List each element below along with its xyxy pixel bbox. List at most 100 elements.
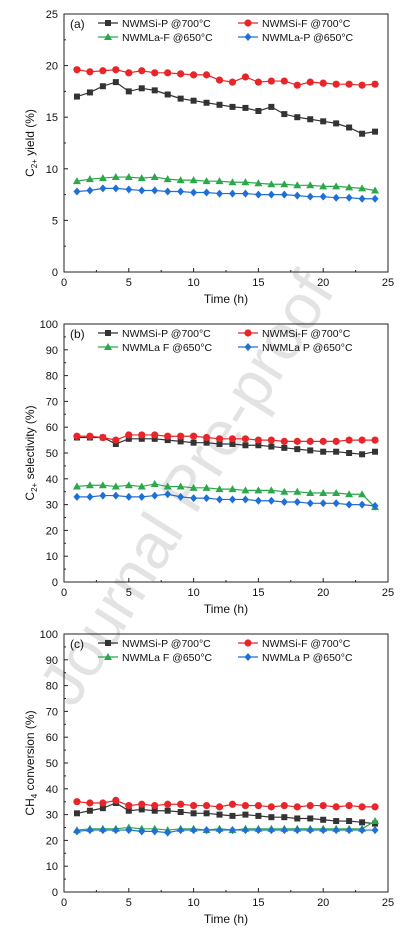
x-tick-label: 0: [61, 897, 67, 909]
x-tick-label: 15: [252, 587, 264, 599]
data-point: [281, 111, 288, 118]
data-point: [293, 81, 301, 89]
data-point: [164, 828, 172, 837]
data-point: [228, 826, 236, 835]
y-axis-label-main: CH: [23, 798, 37, 815]
data-point: [112, 826, 120, 835]
data-point: [306, 826, 314, 835]
data-point: [138, 435, 145, 442]
x-tick-label: 20: [317, 587, 329, 599]
data-point: [86, 432, 94, 440]
legend-swatch-marker: [244, 343, 252, 351]
data-point: [332, 437, 340, 445]
legend-label: NWMLa F @650°C: [122, 652, 213, 664]
data-point: [202, 483, 211, 491]
data-point: [190, 826, 198, 835]
data-point: [280, 180, 289, 188]
data-point: [190, 810, 197, 817]
y-tick-label: 0: [52, 577, 58, 589]
data-point: [86, 68, 94, 76]
y-axis-label: C2+ selectivity (%): [23, 405, 39, 500]
data-point: [137, 482, 146, 490]
y-tick-label: 10: [46, 164, 58, 176]
legend-label: NWMSi-F @700°C: [262, 18, 351, 30]
data-point: [164, 807, 171, 814]
data-point: [332, 80, 340, 88]
legend-label: NWMLa-P @650°C: [262, 32, 354, 44]
legend-swatch-marker: [105, 20, 111, 26]
data-point: [73, 66, 81, 74]
y-axis-label-sub: 4: [30, 793, 39, 798]
y-tick-label: 60: [46, 422, 58, 434]
data-point: [306, 801, 314, 810]
data-point: [241, 178, 250, 186]
data-point: [345, 500, 353, 509]
data-point: [86, 799, 94, 807]
data-point: [125, 807, 132, 814]
legend-label: NWMSi-F @700°C: [262, 328, 351, 340]
data-point: [138, 186, 146, 195]
data-point: [241, 73, 250, 81]
data-point: [280, 826, 288, 835]
data-point: [112, 79, 119, 86]
data-point: [72, 482, 81, 490]
legend-entry: NWMSi-F @700°C: [238, 18, 351, 30]
data-point: [99, 805, 106, 812]
data-point: [267, 496, 275, 505]
series-line: [76, 493, 376, 507]
data-point: [86, 89, 93, 96]
data-point: [293, 803, 301, 811]
y-tick-label: 10: [46, 551, 58, 563]
data-point: [371, 194, 379, 203]
data-point: [99, 491, 107, 500]
data-point: [203, 99, 210, 106]
data-point: [293, 826, 301, 835]
data-point: [359, 819, 366, 826]
x-tick-label: 25: [382, 587, 394, 599]
data-point: [98, 174, 107, 182]
data-point: [138, 492, 146, 501]
data-point: [85, 175, 94, 183]
y-axis-label: CH4 conversion (%): [23, 710, 39, 815]
data-point: [99, 433, 107, 442]
data-point: [151, 87, 158, 94]
legend-label: NWMSi-P @700°C: [122, 328, 211, 340]
data-point: [98, 481, 107, 489]
data-point: [215, 485, 224, 493]
data-point: [358, 826, 366, 835]
data-point: [190, 432, 198, 440]
data-point: [267, 436, 275, 444]
data-point: [215, 435, 224, 443]
y-tick-label: 40: [46, 474, 58, 486]
data-point: [255, 108, 262, 115]
y-tick-label: 70: [46, 396, 58, 408]
data-point: [228, 495, 236, 504]
data-point: [306, 499, 314, 508]
data-point: [319, 79, 327, 87]
c2-yield-chart: 0 5 10 15 20 25 0 5 10 15 20 25 Time (h) C2+ yield (%…: [23, 9, 394, 306]
legend-swatch-marker: [244, 329, 252, 337]
data-point: [254, 826, 262, 835]
data-point: [99, 184, 107, 193]
data-point: [280, 498, 288, 507]
y-tick-label: 15: [46, 112, 58, 124]
data-point: [293, 437, 301, 445]
legend-label: NWMSi-F @700°C: [262, 638, 351, 650]
data-point: [346, 450, 353, 456]
data-point: [345, 193, 353, 202]
data-point: [358, 490, 367, 498]
data-point: [125, 88, 132, 95]
data-point: [306, 181, 315, 189]
data-point: [280, 190, 288, 199]
data-point: [371, 826, 379, 835]
legend-swatch-marker: [105, 330, 111, 336]
data-point: [333, 120, 340, 127]
data-point: [150, 173, 159, 181]
data-point: [215, 177, 224, 185]
legend-label: NWMLa F @650°C: [122, 342, 213, 354]
data-point: [164, 91, 171, 98]
data-point: [345, 80, 353, 88]
data-point: [216, 495, 224, 504]
data-point: [99, 83, 106, 90]
data-point: [203, 810, 210, 817]
